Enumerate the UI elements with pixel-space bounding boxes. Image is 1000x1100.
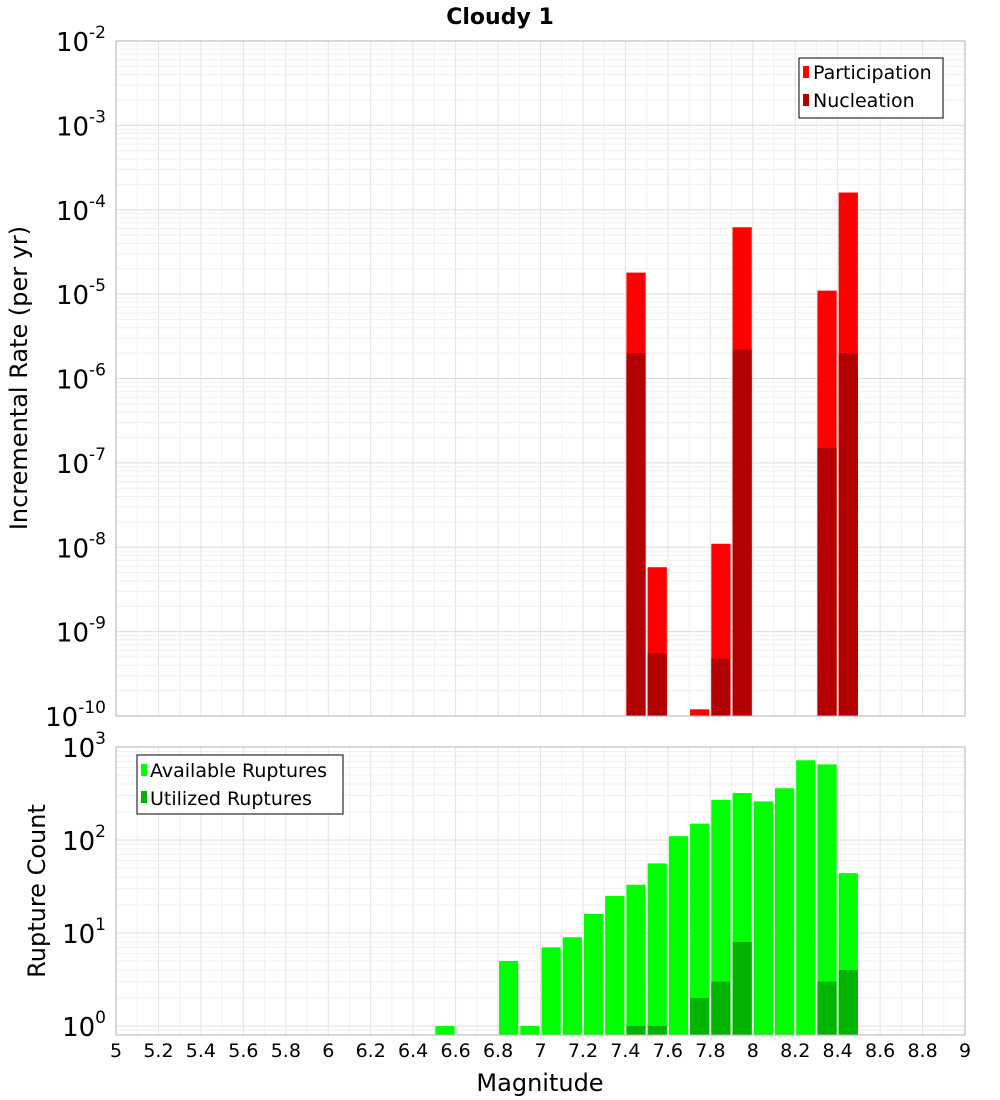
- bar-nucleation: [817, 448, 837, 716]
- bar-available-ruptures: [541, 947, 561, 1035]
- x-axis-label: Magnitude: [476, 1069, 603, 1097]
- x-tick-label: 7: [534, 1040, 546, 1062]
- chart-title: Cloudy 1: [446, 5, 554, 30]
- x-tick-label: 5.8: [271, 1040, 301, 1062]
- top-legend: Participation Nucleation: [798, 57, 944, 119]
- x-tick-label: 5.2: [143, 1040, 173, 1062]
- x-tick-label: 7.8: [695, 1040, 725, 1062]
- bar-available-ruptures: [753, 801, 773, 1035]
- bar-available-ruptures: [796, 760, 816, 1035]
- legend-label-participation: Participation: [813, 62, 932, 84]
- bar-utilized-ruptures: [647, 1025, 667, 1035]
- y-tick-label: 10-3: [56, 107, 106, 142]
- x-tick-label: 7.4: [610, 1040, 640, 1062]
- bottom-legend-box: [136, 754, 344, 815]
- bar-utilized-ruptures: [732, 942, 752, 1035]
- top-panel: 10-10 10-9 10-8 10-7 10-6 10-5 10-4 10-3 10-2 In…: [5, 23, 966, 733]
- bar-available-ruptures: [774, 788, 795, 1035]
- x-tick-label: 5.4: [186, 1040, 216, 1062]
- y-tick-label: 10-8: [56, 529, 106, 564]
- legend-swatch-available: [141, 764, 147, 776]
- y-tick-label: 10-4: [56, 192, 106, 227]
- bottom-plot-frame: [115, 746, 966, 1036]
- bar-nucleation: [838, 353, 858, 716]
- bar-available-ruptures: [817, 764, 837, 1035]
- y-tick-label: 10-6: [56, 361, 106, 396]
- y-tick-label: 101: [62, 915, 106, 950]
- x-tick-label: 8: [747, 1040, 759, 1062]
- bar-available-ruptures: [626, 884, 646, 1035]
- x-tick-label: 6.8: [483, 1040, 513, 1062]
- legend-label-nucleation: Nucleation: [813, 90, 915, 112]
- x-tick-label: 7.6: [653, 1040, 683, 1062]
- x-tick-label: 8.2: [780, 1040, 810, 1062]
- bar-nucleation: [732, 349, 752, 716]
- bottom-y-ticks: 100 101 102 103: [62, 729, 106, 1043]
- bar-available-ruptures: [605, 895, 625, 1035]
- x-tick-label: 6.2: [356, 1040, 386, 1062]
- legend-label-available: Available Ruptures: [150, 760, 327, 782]
- bar-utilized-ruptures: [626, 1025, 646, 1035]
- top-gridlines: [115, 40, 966, 717]
- top-bars: [626, 192, 858, 717]
- bar-available-ruptures: [583, 914, 604, 1035]
- bar-utilized-ruptures: [817, 981, 837, 1035]
- y-tick-label: 103: [62, 729, 106, 764]
- legend-swatch-nucleation: [803, 94, 809, 106]
- x-tick-label: 5: [110, 1040, 122, 1062]
- bar-utilized-ruptures: [690, 997, 710, 1035]
- x-tick-label: 8.6: [865, 1040, 895, 1062]
- x-tick-label: 6: [322, 1040, 334, 1062]
- x-ticks: 5 5.2 5.4 5.6 5.8 6 6.2 6.4 6.6 6.8 7 7.2 7.4 7.6 7.8 8…: [110, 1040, 971, 1062]
- x-tick-label: 9: [959, 1040, 971, 1062]
- x-tick-label: 5.6: [228, 1040, 258, 1062]
- x-tick-label: 8.4: [823, 1040, 853, 1062]
- bottom-bars: [435, 760, 858, 1035]
- bar-available-ruptures: [499, 960, 519, 1035]
- bar-available-ruptures: [690, 823, 710, 1035]
- bar-participation: [690, 709, 710, 716]
- bar-available-ruptures: [435, 1025, 455, 1035]
- bar-utilized-ruptures: [711, 981, 731, 1035]
- y-tick-label: 10-9: [56, 614, 106, 649]
- y-tick-label: 10-5: [56, 276, 106, 311]
- top-y-ticks: 10-10 10-9 10-8 10-7 10-6 10-5 10-4 10-3 10-2: [45, 23, 106, 733]
- bar-nucleation: [711, 658, 731, 716]
- bar-nucleation: [647, 653, 667, 716]
- x-tick-label: 6.4: [398, 1040, 428, 1062]
- x-tick-label: 6.6: [440, 1040, 470, 1062]
- top-y-axis-label: Incremental Rate (per yr): [5, 226, 33, 530]
- bar-available-ruptures: [668, 836, 689, 1035]
- bar-available-ruptures: [520, 1025, 540, 1035]
- y-tick-label: 100: [62, 1008, 106, 1043]
- y-tick-label: 102: [62, 822, 106, 857]
- bottom-panel: 100 101 102 103 5 5.2 5.4 5.6 5.8 6 6.2 6.4 6.6 6.8 7…: [23, 729, 971, 1097]
- bar-available-ruptures: [562, 937, 582, 1035]
- bar-available-ruptures: [647, 863, 667, 1035]
- bar-available-ruptures: [711, 799, 731, 1035]
- bar-utilized-ruptures: [838, 969, 858, 1035]
- x-tick-label: 7.2: [568, 1040, 598, 1062]
- y-tick-label: 10-7: [56, 445, 106, 480]
- x-tick-label: 8.8: [907, 1040, 937, 1062]
- legend-swatch-utilized: [141, 791, 147, 803]
- bar-nucleation: [626, 353, 646, 716]
- bottom-y-axis-label: Rupture Count: [23, 804, 51, 978]
- y-tick-label: 10-2: [56, 23, 106, 58]
- bottom-legend: Available Ruptures Utilized Ruptures: [136, 754, 344, 815]
- legend-swatch-participation: [803, 66, 809, 78]
- legend-label-utilized: Utilized Ruptures: [150, 788, 312, 810]
- top-plot-frame: [115, 40, 966, 717]
- y-tick-label: 10-10: [45, 698, 106, 733]
- top-legend-box: [798, 57, 944, 119]
